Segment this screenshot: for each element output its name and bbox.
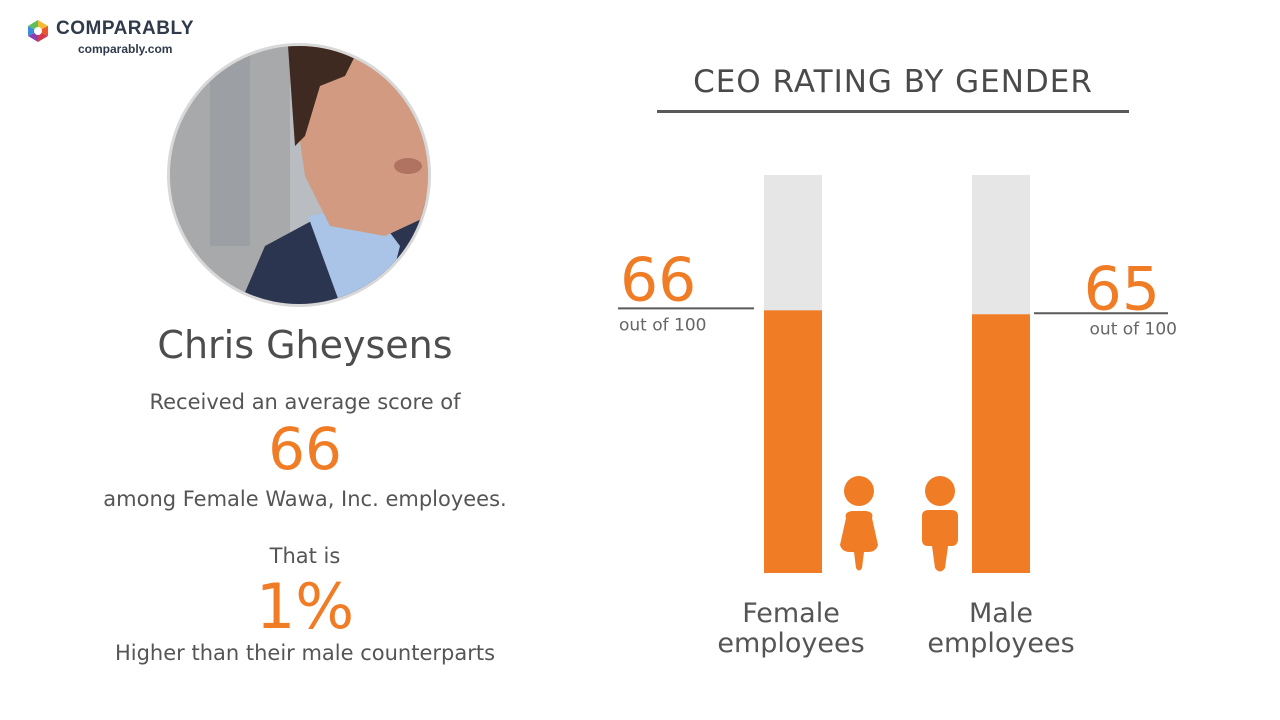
brand-url: comparably.com	[78, 42, 173, 56]
female-bar	[764, 310, 822, 573]
average-score-value: 66	[268, 415, 342, 483]
ceo-name: Chris Gheysens	[157, 323, 453, 367]
chart-title-divider	[657, 110, 1129, 113]
score-intro-text: Received an average score of	[149, 390, 461, 414]
male-category-label-line1: Male	[969, 598, 1033, 629]
female-value-label: 66	[620, 245, 696, 315]
comparably-logo-icon	[28, 20, 48, 42]
male-bar	[972, 314, 1030, 573]
female-category-label-line2: employees	[717, 628, 864, 659]
chart-title: CEO RATING BY GENDER	[693, 64, 1093, 100]
male-value-suffix: out of 100	[1090, 319, 1177, 339]
female-person-icon	[840, 476, 878, 571]
male-person-icon	[922, 476, 958, 572]
male-value-label: 65	[1084, 254, 1160, 324]
male-category-label-line2: employees	[927, 628, 1074, 659]
gender-rating-chart: 66 out of 100 65 out of 100 Female emplo…	[618, 175, 1177, 659]
difference-value: 1%	[255, 570, 355, 643]
ceo-portrait	[167, 43, 431, 307]
difference-intro-text: That is	[269, 544, 341, 568]
brand-name: COMPARABLY	[56, 18, 195, 39]
comparison-text: Higher than their male counterparts	[114, 641, 496, 665]
female-category-label-line1: Female	[742, 598, 840, 629]
score-group-text: among Female Wawa, Inc. employees.	[103, 487, 507, 511]
female-value-suffix: out of 100	[619, 315, 706, 335]
